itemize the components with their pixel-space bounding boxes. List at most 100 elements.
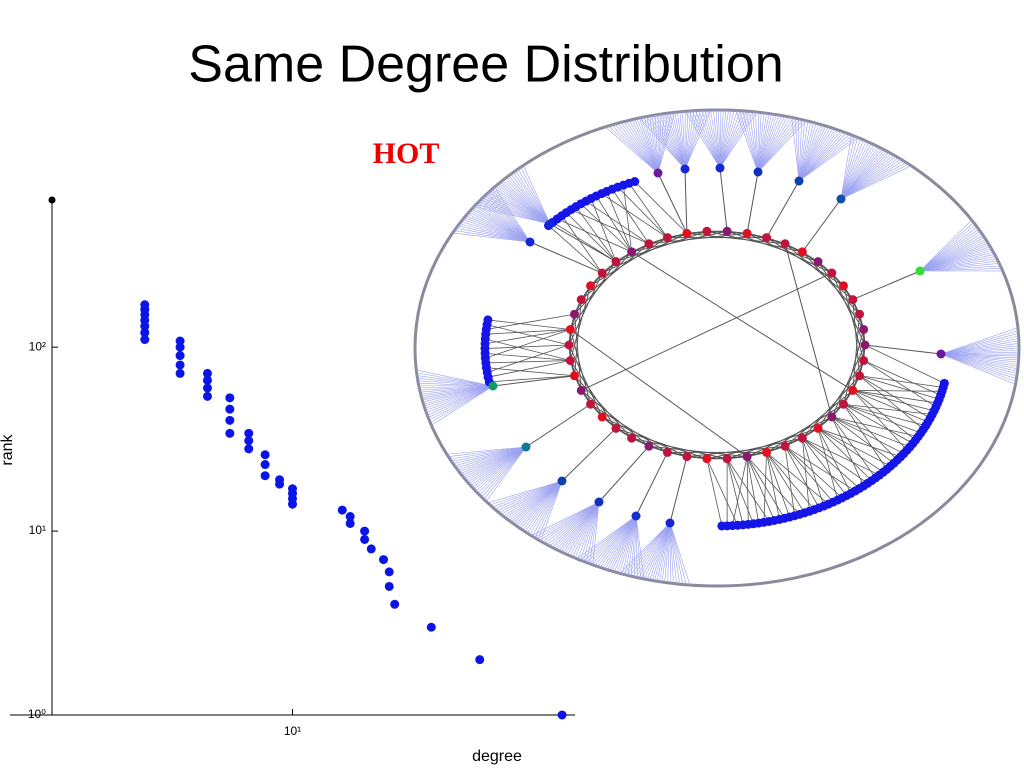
fan-line: [940, 353, 1018, 370]
link: [561, 427, 617, 482]
data-point: [140, 335, 150, 345]
hub-node: [545, 219, 555, 229]
fan-line: [672, 112, 686, 170]
fan-line: [549, 501, 600, 547]
fan-line: [657, 113, 669, 174]
fan-line: [471, 208, 531, 243]
fan-line: [651, 522, 671, 581]
fan-line: [456, 446, 527, 469]
fan-line: [460, 221, 531, 243]
fan-line: [453, 446, 527, 464]
fan-line: [508, 480, 563, 521]
fan-line: [564, 501, 600, 554]
link: [784, 446, 820, 509]
core-node: [576, 385, 586, 395]
data-point: [225, 393, 235, 403]
fan-line: [659, 522, 671, 582]
y-tick-label: 10¹: [29, 523, 46, 537]
link: [831, 416, 865, 487]
fan-line: [840, 149, 885, 200]
link: [746, 416, 833, 458]
fan-line: [635, 515, 638, 578]
link: [746, 456, 775, 521]
fan-line: [757, 112, 765, 173]
fan-line: [669, 522, 691, 586]
link: [766, 452, 815, 510]
fan-line: [468, 446, 527, 485]
fan-line: [457, 225, 531, 243]
link: [486, 313, 575, 330]
fan-line: [496, 480, 563, 512]
link: [590, 237, 668, 287]
fan-line: [424, 385, 494, 407]
fan-line: [539, 501, 600, 541]
fan-line: [919, 254, 995, 272]
fan-line: [449, 446, 527, 460]
fan-line: [698, 110, 721, 169]
fan-line: [757, 114, 780, 173]
link: [766, 452, 829, 505]
data-point: [360, 526, 370, 536]
link: [484, 329, 571, 345]
hub-node: [794, 176, 804, 186]
fan-line: [684, 109, 711, 170]
fan-line: [589, 501, 600, 564]
fan-line: [919, 235, 984, 272]
data-point: [140, 300, 150, 310]
link: [573, 314, 582, 391]
core-node: [611, 423, 621, 433]
fan-line: [707, 110, 721, 169]
fan-line: [757, 113, 767, 173]
fan-line: [658, 114, 686, 170]
link: [766, 237, 844, 287]
hub-node: [915, 266, 925, 276]
link: [817, 428, 839, 501]
fan-line: [487, 192, 531, 243]
core-node: [597, 268, 607, 278]
fan-line: [560, 501, 600, 552]
fan-line: [483, 196, 531, 243]
link: [843, 403, 933, 415]
fan-line: [919, 260, 999, 272]
core-node: [662, 233, 672, 243]
fan-line: [481, 198, 531, 243]
link: [842, 329, 865, 405]
fan-line: [684, 111, 721, 169]
fan-line: [465, 215, 531, 243]
fan-line: [602, 515, 637, 569]
fan-line: [749, 111, 759, 173]
fan-line: [940, 353, 1017, 380]
link: [525, 403, 591, 448]
link: [615, 427, 708, 460]
fan-line: [456, 227, 531, 243]
link: [631, 230, 728, 253]
fan-line: [502, 480, 563, 517]
link: [575, 206, 617, 262]
fan-line: [642, 117, 686, 170]
link: [574, 375, 633, 439]
fan-line: [632, 522, 671, 577]
link: [529, 241, 603, 274]
link: [598, 445, 650, 503]
fan-line: [430, 385, 494, 423]
fan-line: [558, 501, 600, 551]
fan-line: [798, 129, 839, 182]
fan-line: [719, 110, 735, 169]
fan-line: [416, 372, 494, 387]
fan-line: [798, 126, 829, 182]
fan-line: [940, 353, 1017, 382]
fan-line: [745, 111, 759, 173]
fan-line: [512, 480, 563, 524]
fan-line: [479, 446, 527, 496]
fan-line: [940, 338, 1019, 355]
core-node: [780, 441, 790, 451]
fan-line: [646, 116, 686, 170]
fan-line: [631, 119, 659, 174]
fan-line: [798, 135, 853, 182]
link: [566, 212, 617, 262]
fan-line: [420, 385, 494, 395]
hub-node: [525, 237, 535, 247]
data-point: [202, 375, 212, 385]
fan-line: [500, 480, 563, 515]
fan-line: [719, 110, 729, 169]
